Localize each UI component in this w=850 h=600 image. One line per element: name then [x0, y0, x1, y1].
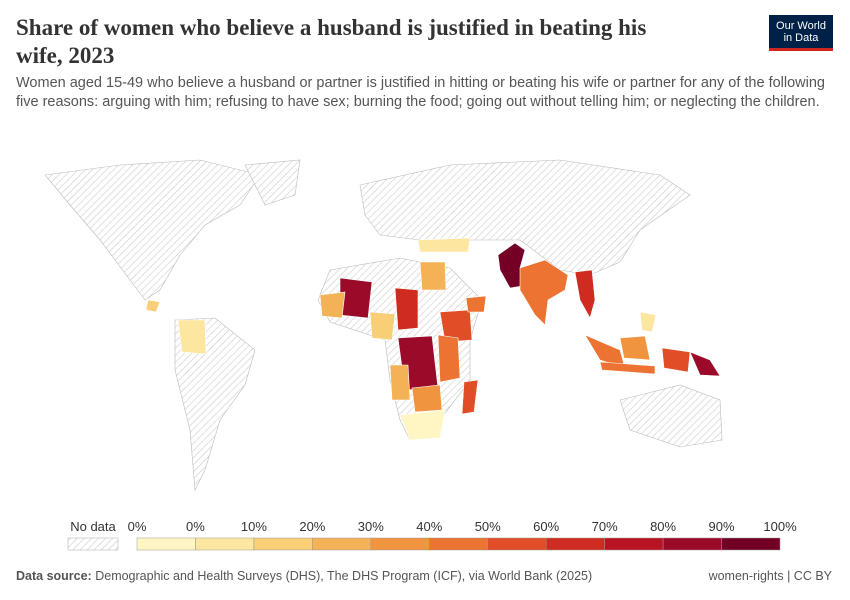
- legend-tick-label: 100%: [763, 519, 797, 534]
- legend-tick-label: 10%: [241, 519, 267, 534]
- legend-tick-label: 0%: [128, 519, 147, 534]
- legend-swatch: [545, 537, 605, 551]
- license[interactable]: women-rights | CC BY: [708, 569, 832, 583]
- legend-swatch: [136, 537, 196, 551]
- logo-line: Our World: [776, 20, 826, 32]
- logo-line: in Data: [783, 32, 819, 44]
- logo[interactable]: Our World in Data: [769, 15, 833, 51]
- legend-tick-label: 50%: [475, 519, 501, 534]
- source-text: Demographic and Health Surveys (DHS), Th…: [95, 569, 593, 583]
- legend-swatch: [370, 537, 430, 551]
- legend-tick-label: 40%: [416, 519, 442, 534]
- legend-tick-label: 20%: [299, 519, 325, 534]
- legend-swatch: [429, 537, 488, 551]
- legend-swatch: [195, 537, 255, 551]
- legend-tick-label: 0%: [186, 519, 205, 534]
- legend-tick-label: 60%: [533, 519, 559, 534]
- legend-swatch: [312, 537, 372, 551]
- legend-swatch: [253, 537, 313, 551]
- title: Share of women who believe a husband is …: [16, 15, 647, 68]
- legend-swatch: [604, 537, 664, 551]
- legend-swatch: [721, 537, 781, 551]
- subtitle: Women aged 15-49 who believe a husband o…: [16, 75, 825, 110]
- legend-tick-label: 30%: [358, 519, 384, 534]
- legend-tick-label: 70%: [592, 519, 618, 534]
- source-label: Data source:: [16, 569, 92, 583]
- countries: [145, 237, 721, 441]
- legend-tick-label: 80%: [650, 519, 676, 534]
- legend-tick-label: 90%: [709, 519, 735, 534]
- map: No data 0% 0% 10% 20% 30% 40% 50% 60% 70% 80% 90% 10…: [44, 159, 797, 551]
- legend-swatch: [662, 537, 722, 551]
- legend-no-data-swatch: [67, 537, 119, 551]
- legend-swatch: [487, 537, 547, 551]
- source: Data source: Demographic and Health Surv…: [16, 569, 592, 583]
- legend-no-data-label: No data: [70, 519, 116, 534]
